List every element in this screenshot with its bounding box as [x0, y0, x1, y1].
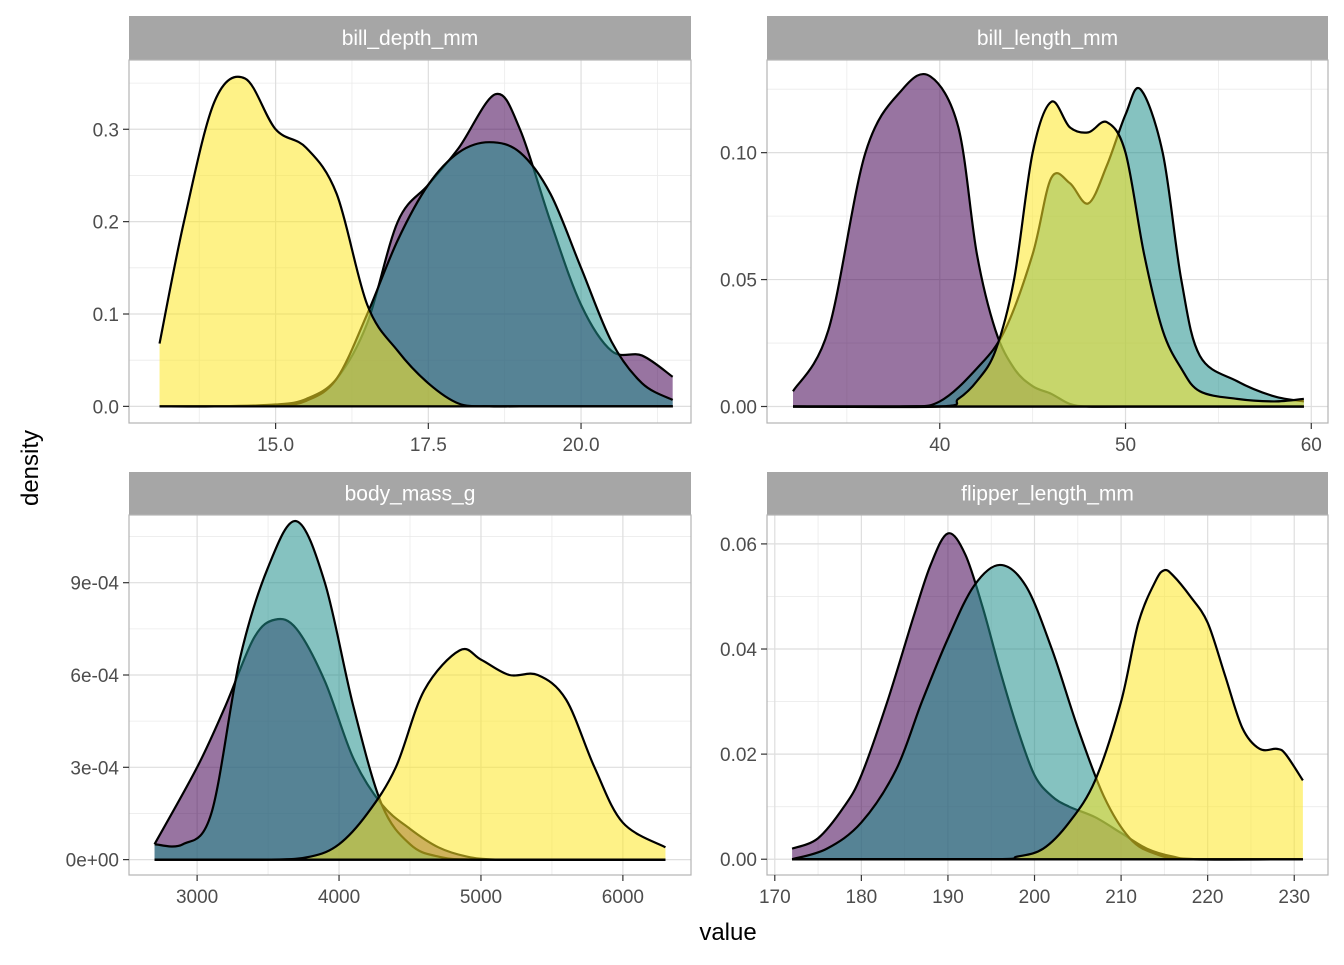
y-tick-label: 0.1 [93, 305, 119, 326]
x-tick-label: 4000 [318, 887, 360, 908]
x-tick-label: 220 [1192, 887, 1224, 908]
panel-border [128, 59, 692, 424]
y-tick-label: 0.0 [93, 397, 119, 418]
x-tick-label: 50 [1115, 435, 1136, 456]
facet-strip-label: bill_depth_mm [342, 27, 479, 50]
facet-strip-label: body_mass_g [345, 483, 476, 506]
y-tick-label: 0.00 [720, 850, 757, 871]
panel-border [766, 514, 1329, 876]
y-tick-label: 0e+00 [66, 851, 119, 872]
y-tick-label: 0.04 [720, 640, 757, 661]
y-tick-label: 0.02 [720, 745, 757, 766]
facet-panel-bill_length_mm: bill_length_mm 40 50 60 0.00 0.05 0.10 [720, 16, 1329, 456]
y-tick-label: 0.2 [93, 213, 119, 234]
density-area-1 [159, 142, 673, 407]
facet-strip-label: flipper_length_mm [961, 483, 1134, 506]
x-tick-label: 17.5 [410, 435, 447, 456]
x-axis-title: value [699, 919, 756, 946]
density-outline-2 [793, 100, 1304, 409]
facet-strip [767, 472, 1328, 515]
y-tick-label: 9e-04 [70, 574, 119, 595]
panel-border [128, 514, 692, 876]
x-tick-label: 60 [1301, 435, 1322, 456]
density-outline-2 [154, 647, 667, 861]
x-tick-label: 40 [929, 435, 950, 456]
x-tick-label: 180 [846, 887, 878, 908]
x-tick-label: 190 [932, 887, 964, 908]
facet-strip [129, 472, 691, 515]
y-axis-title: density [17, 430, 44, 506]
density-outline-2 [792, 568, 1304, 861]
x-tick-label: 6000 [602, 887, 644, 908]
y-tick-label: 0.10 [720, 144, 757, 165]
x-tick-label: 5000 [460, 887, 502, 908]
facet-strip [767, 16, 1328, 60]
facet-panel-body_mass_g: body_mass_g 3000 4000 5000 6000 0e+00 3e-04 6e-… [66, 472, 692, 908]
facet-panel-flipper_length_mm: flipper_length_mm 170 180 190 200 210 220 230 0.… [720, 472, 1329, 908]
density-area-2 [792, 569, 1303, 860]
y-tick-label: 0.06 [720, 535, 757, 556]
y-tick-label: 0.05 [720, 271, 757, 292]
y-tick-label: 3e-04 [70, 758, 119, 779]
x-tick-label: 170 [759, 887, 791, 908]
x-tick-label: 230 [1278, 887, 1310, 908]
x-tick-label: 3000 [176, 887, 218, 908]
density-area-2 [159, 76, 673, 407]
density-area-1 [154, 520, 666, 860]
facet-panel-bill_depth_mm: bill_depth_mm 15.0 17.5 20.0 0.0 0.1 0.2 0.3 [93, 16, 692, 456]
x-tick-label: 20.0 [563, 435, 600, 456]
density-area-1 [792, 564, 1303, 860]
x-tick-label: 210 [1105, 887, 1137, 908]
density-area-2 [793, 101, 1304, 408]
x-tick-label: 200 [1019, 887, 1051, 908]
y-tick-label: 0.00 [720, 398, 757, 419]
x-tick-label: 15.0 [257, 435, 294, 456]
density-area-2 [154, 648, 666, 860]
density-area-0 [793, 74, 1304, 407]
facet-strip [129, 16, 691, 60]
y-tick-label: 6e-04 [70, 666, 119, 687]
panel-border [766, 59, 1329, 424]
y-tick-label: 0.3 [93, 120, 119, 141]
facet-strip-label: bill_length_mm [977, 27, 1118, 50]
